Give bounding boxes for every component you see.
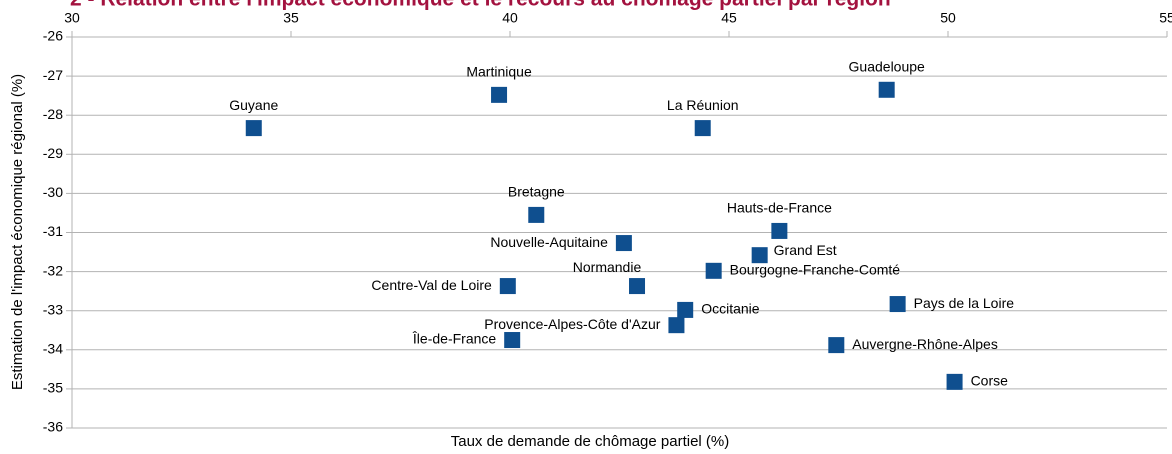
y-tick-label: -35 <box>43 380 63 396</box>
marker <box>491 86 508 103</box>
x-tick-label: 40 <box>502 10 518 26</box>
point-label: Bourgogne-Franche-Comté <box>730 262 901 278</box>
x-tick-label: 45 <box>721 10 737 26</box>
point-label: Corse <box>971 373 1009 389</box>
chart-title: 2 - Relation entre l'impact économique e… <box>70 0 891 11</box>
y-tick-label: -30 <box>43 184 63 200</box>
point-label: Guadeloupe <box>849 58 926 74</box>
x-tick-label: 50 <box>940 10 956 26</box>
point-label: Île-de-France <box>412 331 496 347</box>
marker <box>615 235 632 252</box>
marker <box>694 120 711 137</box>
marker <box>629 278 646 295</box>
marker <box>828 337 845 354</box>
marker <box>245 120 262 137</box>
point-label: Guyane <box>229 97 278 113</box>
y-axis-label: Estimation de l'impact économique région… <box>9 74 26 390</box>
y-tick-label: -31 <box>43 223 63 239</box>
marker <box>771 222 788 239</box>
point-label: Martinique <box>466 64 532 80</box>
y-tick-label: -32 <box>43 262 63 278</box>
point-label: Pays de la Loire <box>914 295 1015 311</box>
marker <box>668 317 685 334</box>
y-tick-label: -26 <box>43 28 63 44</box>
marker <box>705 262 722 279</box>
y-tick-label: -34 <box>43 341 63 357</box>
point-label: Bretagne <box>508 184 565 200</box>
marker <box>677 301 694 318</box>
point-label: Occitanie <box>701 301 760 317</box>
point-label: La Réunion <box>667 97 739 113</box>
point-label: Centre-Val de Loire <box>371 277 492 293</box>
marker <box>504 332 521 349</box>
x-tick-label: 35 <box>283 10 299 26</box>
y-tick-label: -36 <box>43 419 63 435</box>
y-tick-label: -27 <box>43 67 63 83</box>
y-tick-label: -29 <box>43 145 63 161</box>
x-tick-label: 30 <box>64 10 80 26</box>
marker <box>946 373 963 390</box>
marker <box>878 81 895 98</box>
marker <box>528 206 545 223</box>
y-tick-label: -33 <box>43 301 63 317</box>
point-label: Grand Est <box>774 242 837 258</box>
point-label: Hauts-de-France <box>727 200 832 216</box>
point-label: Nouvelle-Aquitaine <box>490 234 608 250</box>
marker <box>751 247 768 264</box>
x-axis-label: Taux de demande de chômage partiel (%) <box>451 433 730 450</box>
point-label: Normandie <box>573 259 642 275</box>
point-label: Auvergne-Rhône-Alpes <box>852 336 998 352</box>
x-tick-label: 55 <box>1159 10 1172 26</box>
marker <box>499 278 516 295</box>
y-tick-label: -28 <box>43 106 63 122</box>
marker <box>889 296 906 313</box>
point-label: Provence-Alpes-Côte d'Azur <box>484 316 661 332</box>
